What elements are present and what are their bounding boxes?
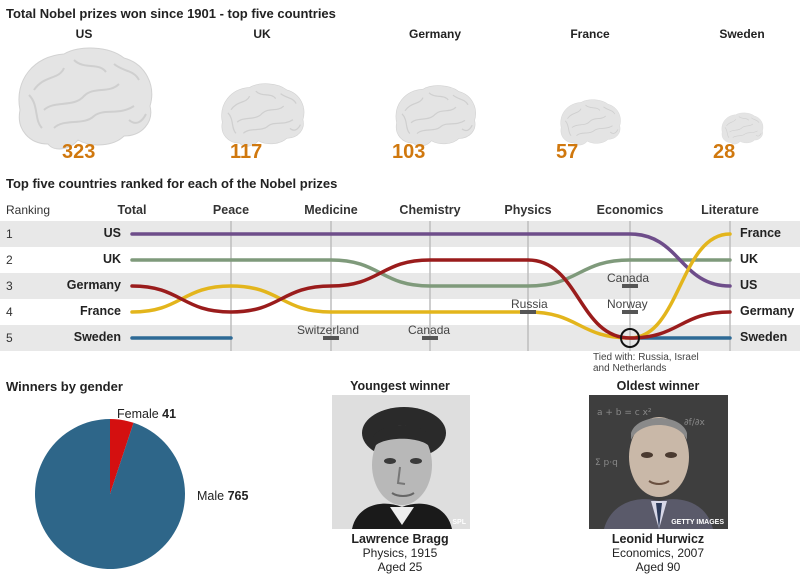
left-country-label: UK — [102, 252, 121, 266]
oldest-photo-credit: GETTY IMAGES — [671, 519, 724, 526]
total-country-label: Sweden — [719, 27, 765, 41]
tied-line-2: and Netherlands — [593, 363, 667, 374]
placeholder-marker — [422, 336, 438, 340]
right-country-label: US — [740, 278, 758, 292]
rank-number: 1 — [6, 227, 13, 241]
column-header: Chemistry — [399, 203, 461, 217]
rank-number: 2 — [6, 253, 13, 267]
svg-text:Σ p·q: Σ p·q — [595, 458, 618, 468]
tie-highlight-circle — [620, 328, 640, 348]
youngest-age: Aged 25 — [377, 560, 423, 574]
ranking-chart — [130, 221, 732, 351]
total-country-label: US — [75, 27, 93, 41]
left-country-label: US — [103, 226, 121, 240]
right-country-label: UK — [740, 252, 759, 266]
rank-number: 3 — [6, 279, 13, 293]
left-country-label: Sweden — [73, 330, 121, 344]
total-value: 323 — [62, 141, 96, 163]
youngest-photo: SPL — [332, 395, 470, 529]
gender-pie — [34, 419, 186, 569]
annot-canada-chemistry: Canada — [408, 323, 451, 337]
svg-text:a + b = c x²: a + b = c x² — [597, 408, 652, 418]
tied-line-1: Tied with: Russia, Israel — [593, 352, 699, 363]
series-line-us — [130, 232, 732, 288]
svg-text:∂f/∂x: ∂f/∂x — [684, 418, 706, 428]
female-label-group: Female 41 — [117, 407, 176, 421]
placeholder-marker — [622, 284, 638, 288]
column-header: Medicine — [304, 203, 358, 217]
column-header: Physics — [504, 203, 552, 217]
annot-tied-note: Tied with: Russia, Israel and Netherland… — [593, 352, 699, 374]
total-value: 117 — [230, 141, 263, 163]
annot-switzerland: Switzerland — [297, 323, 360, 337]
column-header: Total — [117, 203, 147, 217]
male-label: Male — [197, 489, 225, 503]
right-country-label: Sweden — [740, 330, 788, 344]
totals-title: Total Nobel prizes won since 1901 - top … — [6, 6, 336, 21]
female-label: Female — [117, 407, 159, 421]
youngest-title: Youngest winner — [350, 379, 450, 393]
left-country-label: Germany — [66, 278, 121, 292]
placeholder-marker — [323, 336, 339, 340]
placeholder-marker — [622, 310, 638, 314]
oldest-title: Oldest winner — [616, 379, 700, 393]
rank-number: 5 — [6, 331, 13, 345]
ranking-axis-label: Ranking — [6, 203, 51, 217]
total-country-label: France — [570, 27, 610, 41]
total-value: 28 — [713, 141, 736, 163]
oldest-caption: Leonid Hurwicz Economics, 2007 Aged 90 — [578, 532, 738, 574]
total-country-label: UK — [253, 27, 271, 41]
pie-slice-female — [110, 419, 134, 494]
column-header: Peace — [212, 203, 250, 217]
right-country-label: France — [740, 226, 781, 240]
oldest-age: Aged 90 — [635, 560, 681, 574]
total-value: 103 — [392, 141, 426, 163]
right-country-label: Germany — [740, 304, 795, 318]
annot-russia: Russia — [511, 297, 548, 311]
male-value: 765 — [227, 489, 249, 503]
annot-norway: Norway — [607, 297, 648, 311]
oldest-photo: a + b = c x² ∂f/∂x Σ p·q GETTY IMAGES — [589, 395, 728, 529]
total-value: 57 — [556, 141, 579, 163]
annot-canada-economics: Canada — [607, 271, 650, 285]
oldest-name: Leonid Hurwicz — [611, 532, 705, 546]
youngest-field: Physics, 1915 — [362, 546, 438, 560]
gender-title: Winners by gender — [6, 379, 123, 394]
placeholder-marker — [520, 310, 536, 314]
column-header: Economics — [596, 203, 664, 217]
male-label-group: Male 765 — [197, 489, 248, 503]
female-value: 41 — [162, 407, 177, 421]
column-header: Literature — [701, 203, 759, 217]
youngest-caption: Lawrence Bragg Physics, 1915 Aged 25 — [320, 532, 480, 574]
youngest-photo-credit: SPL — [452, 519, 466, 526]
series-line-uk — [130, 258, 732, 288]
pie-slice-male — [34, 419, 186, 569]
series-line-germany — [130, 258, 732, 340]
series-line-france — [130, 232, 732, 340]
oldest-field: Economics, 2007 — [611, 546, 705, 560]
ranking-title: Top five countries ranked for each of th… — [6, 176, 338, 191]
left-country-label: France — [80, 304, 121, 318]
youngest-name: Lawrence Bragg — [351, 532, 449, 546]
total-country-label: Germany — [408, 27, 462, 41]
rank-number: 4 — [6, 305, 13, 319]
